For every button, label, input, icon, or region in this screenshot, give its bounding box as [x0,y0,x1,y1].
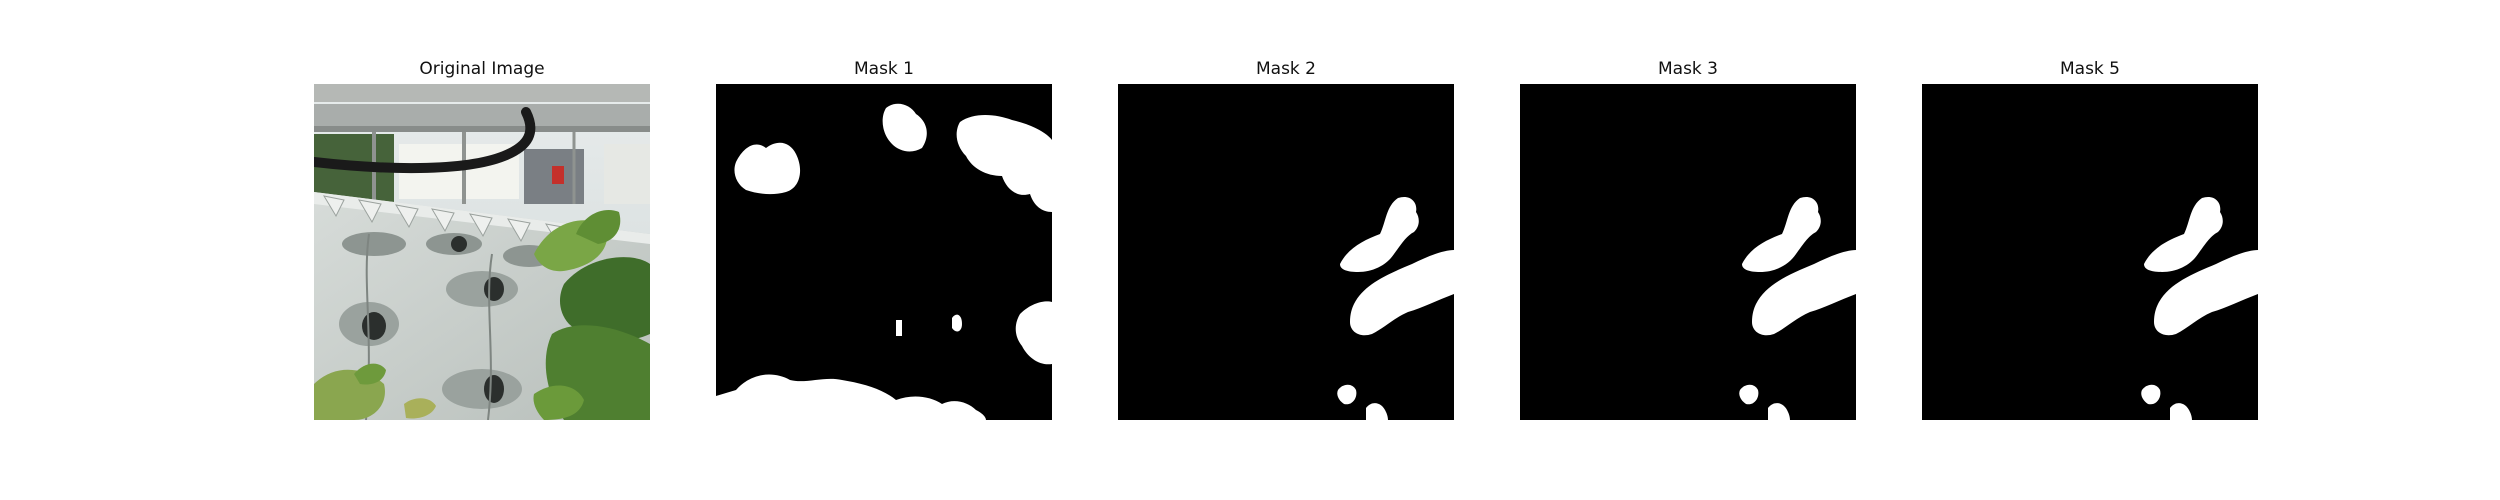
original-photo-svg [314,84,650,420]
mask-1-svg [716,84,1052,420]
plant-leaves [314,210,650,420]
mask-1-panel: Mask 1 [716,56,1052,420]
red-object [552,166,564,184]
mask-3-regions [1739,196,1856,420]
mask-3-svg [1520,84,1856,420]
mask-5-panel: Mask 5 [1922,56,2258,420]
mask-2-title: Mask 2 [1255,59,1316,79]
rail-shadow [314,126,650,132]
mask-3-background [1520,84,1856,420]
mask-5-background [1922,84,2258,420]
original-image-panel: Original Image [314,56,650,420]
original-image [314,84,650,420]
mask-5-regions [2141,196,2258,420]
mask-2-svg [1118,84,1454,420]
background-wall [604,144,650,204]
mask-3-image [1520,84,1856,420]
mask-2-background [1118,84,1454,420]
mask-1-regions [716,103,1052,420]
mask-5-svg [1922,84,2258,420]
mask-5-image [1922,84,2258,420]
mask-3-panel: Mask 3 [1520,56,1856,420]
planter-string-right [487,253,493,420]
mask-3-title: Mask 3 [1657,59,1718,79]
mask-2-image [1118,84,1454,420]
mask-5-title: Mask 5 [2059,59,2120,79]
black-tube [314,107,536,174]
mask-1-image [716,84,1052,420]
mask-2-panel: Mask 2 [1118,56,1454,420]
original-image-title: Original Image [419,59,545,79]
top-rail [314,84,650,102]
mask-1-title: Mask 1 [853,59,914,79]
mask-2-regions [1337,196,1454,420]
second-rail [314,104,650,126]
